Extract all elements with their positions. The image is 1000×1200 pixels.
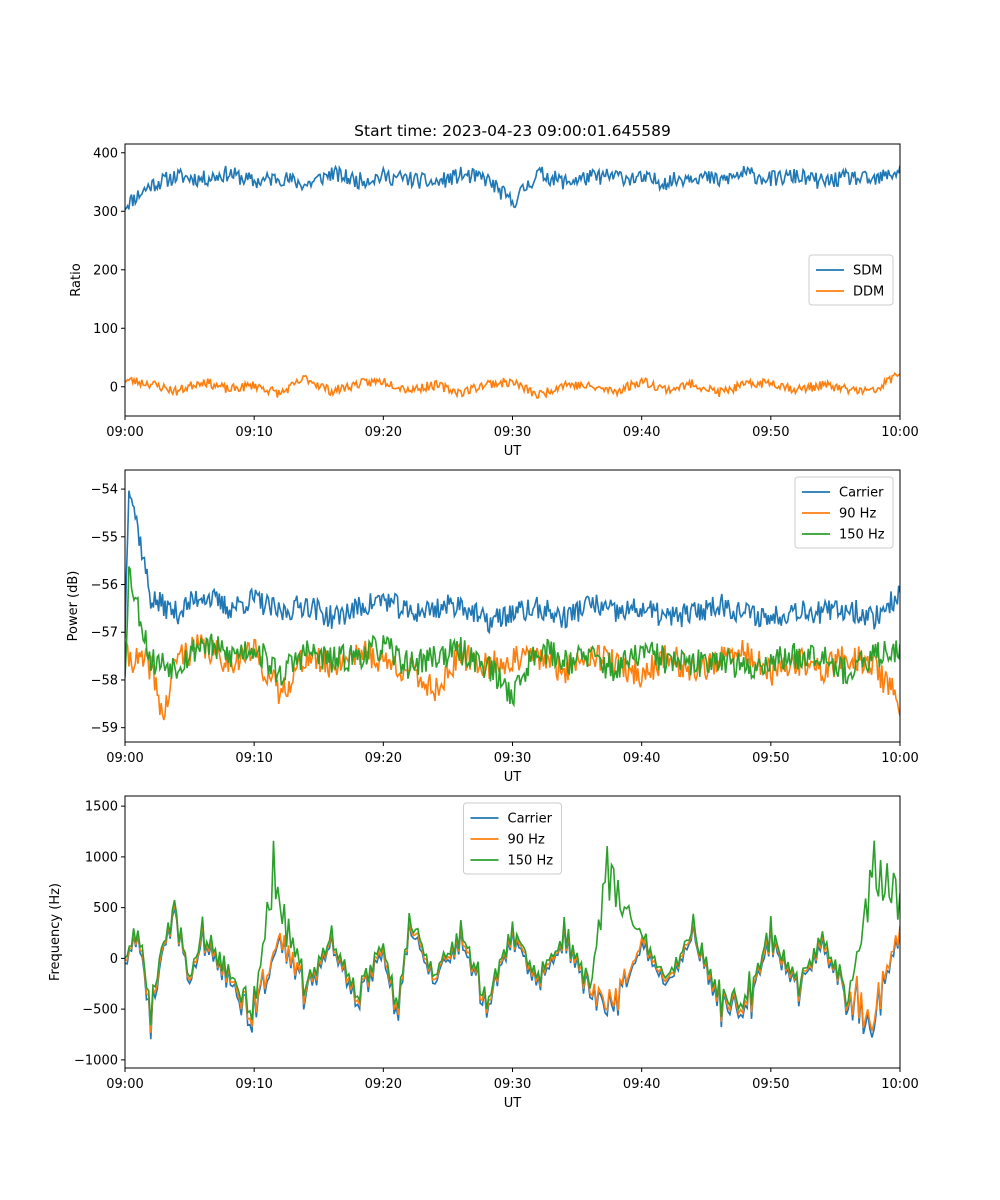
y-tick-label: −56 — [91, 578, 118, 593]
y-tick-label: −500 — [82, 1003, 118, 1018]
y-tick-label: −59 — [91, 721, 118, 736]
y-tick-label: −1000 — [74, 1053, 118, 1068]
legend-label-carrier: Carrier — [508, 812, 553, 827]
legend-label-150-hz: 150 Hz — [839, 528, 885, 543]
legend-label-sdm: SDM — [853, 264, 882, 279]
legend-frame — [794, 476, 894, 549]
legend-label-150-hz: 150 Hz — [508, 854, 554, 869]
series-line-150-hz — [125, 840, 900, 1026]
y-axis-label: Power (dB) — [66, 571, 81, 642]
y-tick-label: 500 — [93, 901, 118, 916]
series-line-150-hz — [125, 566, 900, 708]
x-tick-label: 10:00 — [881, 425, 918, 440]
legend-label-90-hz: 90 Hz — [839, 507, 876, 522]
x-tick-label: 09:20 — [365, 751, 402, 766]
x-tick-label: 09:40 — [623, 751, 660, 766]
x-axis-label: UT — [504, 1096, 522, 1111]
series-line-ddm — [125, 371, 900, 399]
y-tick-label: 0 — [110, 380, 118, 395]
legend-label-ddm: DDM — [853, 285, 884, 300]
y-tick-label: 1000 — [85, 850, 118, 865]
x-tick-label: 09:10 — [235, 751, 272, 766]
y-tick-label: 400 — [93, 146, 118, 161]
x-tick-label: 09:30 — [494, 425, 531, 440]
ratio-panel: 09:00 09:10 09:20 09:30 09:40 09:50 10:00 0 100 2… — [69, 143, 919, 459]
legend-frame — [463, 802, 562, 875]
x-tick-label: 09:20 — [365, 1077, 402, 1092]
legend: Carrier 90 Hz 150 Hz — [794, 476, 894, 549]
y-axis-label: Ratio — [69, 263, 84, 296]
series-line-90-hz — [125, 634, 900, 721]
x-tick-label: 09:00 — [106, 425, 143, 440]
x-tick-label: 09:20 — [365, 425, 402, 440]
y-tick-label: −57 — [91, 626, 118, 641]
x-tick-label: 09:30 — [494, 1077, 531, 1092]
figure-title: Start time: 2023-04-23 09:00:01.645589 — [354, 122, 671, 140]
y-tick-label: 200 — [93, 263, 118, 278]
y-tick-label: 300 — [93, 205, 118, 220]
x-tick-label: 09:50 — [752, 425, 789, 440]
x-tick-label: 09:10 — [235, 1077, 272, 1092]
legend-label-carrier: Carrier — [839, 486, 884, 501]
y-tick-label: 1500 — [85, 800, 118, 815]
series-line-sdm — [125, 164, 900, 211]
y-axis-label: Frequency (Hz) — [48, 883, 63, 981]
frequency-panel: 09:00 09:10 09:20 09:30 09:40 09:50 10:00 −1000… — [48, 795, 919, 1111]
x-tick-label: 09:30 — [494, 751, 531, 766]
x-tick-label: 09:40 — [623, 425, 660, 440]
y-tick-label: 100 — [93, 322, 118, 337]
x-tick-label: 09:50 — [752, 751, 789, 766]
y-tick-label: −55 — [91, 530, 118, 545]
legend-frame — [808, 254, 894, 306]
legend-label-90-hz: 90 Hz — [508, 833, 545, 848]
y-tick-label: −58 — [91, 673, 118, 688]
series-line-carrier — [125, 490, 900, 639]
x-tick-label: 10:00 — [881, 751, 918, 766]
x-tick-label: 09:40 — [623, 1077, 660, 1092]
x-axis-label: UT — [504, 770, 522, 785]
y-tick-label: 0 — [110, 952, 118, 967]
y-tick-label: −54 — [91, 483, 118, 498]
x-tick-label: 10:00 — [881, 1077, 918, 1092]
x-tick-label: 09:00 — [106, 1077, 143, 1092]
plot-frame — [124, 143, 901, 417]
legend: Carrier 90 Hz 150 Hz — [463, 802, 562, 875]
legend: SDM DDM — [808, 254, 894, 306]
x-tick-label: 09:10 — [235, 425, 272, 440]
x-tick-label: 09:00 — [106, 751, 143, 766]
x-tick-label: 09:50 — [752, 1077, 789, 1092]
x-axis-label: UT — [504, 444, 522, 459]
power-panel: 09:00 09:10 09:20 09:30 09:40 09:50 10:00 −59 −5… — [66, 469, 919, 785]
